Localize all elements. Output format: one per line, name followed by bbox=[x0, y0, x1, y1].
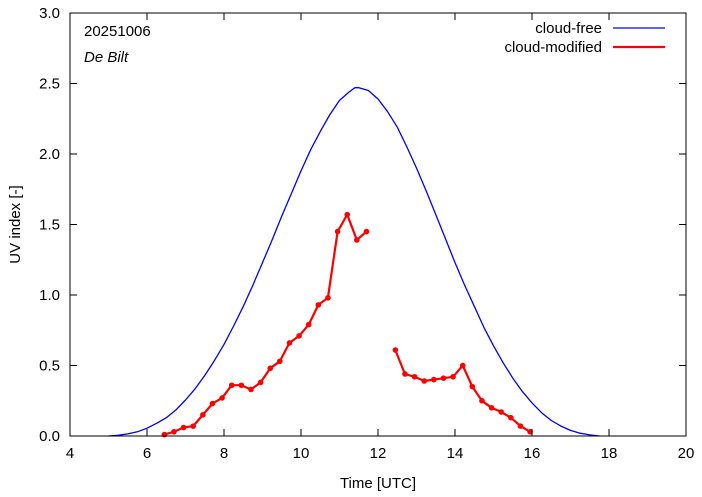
data-point-cloud-modified bbox=[305, 321, 312, 328]
x-tick-label: 8 bbox=[220, 445, 228, 462]
data-point-cloud-modified bbox=[248, 386, 254, 393]
y-tick-label: 0.0 bbox=[39, 428, 60, 445]
data-point-cloud-modified bbox=[228, 382, 235, 389]
y-axis-title: UV index [-] bbox=[7, 185, 24, 263]
data-point-cloud-modified bbox=[440, 375, 447, 381]
series-layer bbox=[108, 87, 600, 438]
data-point-cloud-modified bbox=[161, 431, 168, 438]
data-point-cloud-modified bbox=[315, 302, 322, 308]
y-tick-label: 3.0 bbox=[39, 5, 60, 22]
x-tick-label: 18 bbox=[601, 445, 618, 462]
ticks-layer: 4 6 8 10 12 14 16 18 20 0.0 0.5 1.0 1.5 2.0 2.5 3.0 bbox=[39, 5, 694, 462]
data-point-cloud-modified bbox=[171, 428, 177, 435]
data-point-cloud-modified bbox=[190, 423, 196, 429]
x-axis-title: Time [UTC] bbox=[340, 475, 416, 492]
data-point-cloud-modified bbox=[325, 295, 331, 301]
x-tick-label: 16 bbox=[524, 445, 541, 462]
data-point-cloud-modified bbox=[517, 423, 524, 429]
data-point-cloud-modified bbox=[488, 405, 495, 411]
location-annotation: De Bilt bbox=[84, 49, 129, 66]
series-line-cloud-modified bbox=[163, 213, 368, 436]
x-tick-label: 10 bbox=[293, 445, 310, 462]
data-point-cloud-modified bbox=[296, 333, 302, 339]
x-tick-label: 12 bbox=[370, 445, 387, 462]
data-point-cloud-modified bbox=[354, 237, 360, 243]
data-point-cloud-modified bbox=[479, 397, 485, 404]
data-point-cloud-modified bbox=[238, 382, 245, 389]
data-point-cloud-modified bbox=[402, 371, 408, 377]
series-line-cloud-free bbox=[108, 87, 600, 437]
data-point-cloud-modified bbox=[209, 400, 216, 407]
plot-frame bbox=[69, 12, 687, 437]
data-point-cloud-modified bbox=[431, 376, 437, 383]
data-point-cloud-modified bbox=[450, 373, 456, 380]
data-point-cloud-modified bbox=[267, 365, 274, 372]
data-point-cloud-modified bbox=[334, 228, 341, 235]
x-tick-label: 6 bbox=[143, 445, 151, 462]
x-tick-label: 20 bbox=[678, 445, 695, 462]
y-tick-label: 0.5 bbox=[39, 358, 60, 375]
data-point-cloud-modified bbox=[344, 211, 351, 218]
data-point-cloud-modified bbox=[527, 428, 533, 435]
data-point-cloud-modified bbox=[469, 383, 476, 390]
data-point-cloud-modified bbox=[219, 395, 225, 401]
data-point-cloud-modified bbox=[411, 373, 418, 380]
data-point-cloud-modified bbox=[363, 228, 370, 235]
data-point-cloud-modified bbox=[421, 378, 428, 384]
data-point-cloud-modified bbox=[286, 340, 293, 346]
y-tick-label: 1.0 bbox=[39, 287, 60, 304]
y-tick-label: 2.5 bbox=[39, 76, 60, 93]
data-point-cloud-modified bbox=[277, 358, 283, 365]
date-annotation: 20251006 bbox=[84, 23, 151, 40]
data-point-cloud-modified bbox=[200, 412, 206, 418]
legend-label-cloud-free: cloud-free bbox=[535, 20, 602, 37]
data-point-cloud-modified bbox=[392, 347, 399, 353]
legend-label-cloud-modified: cloud-modified bbox=[504, 39, 602, 56]
data-point-cloud-modified bbox=[508, 414, 514, 421]
y-tick-label: 1.5 bbox=[39, 217, 60, 234]
x-tick-label: 4 bbox=[66, 445, 74, 462]
y-tick-label: 2.0 bbox=[39, 146, 60, 163]
data-point-cloud-modified bbox=[498, 409, 505, 415]
data-point-cloud-modified bbox=[257, 379, 264, 386]
data-point-cloud-modified bbox=[459, 362, 466, 369]
x-tick-label: 14 bbox=[447, 445, 464, 462]
data-point-cloud-modified bbox=[180, 424, 187, 431]
